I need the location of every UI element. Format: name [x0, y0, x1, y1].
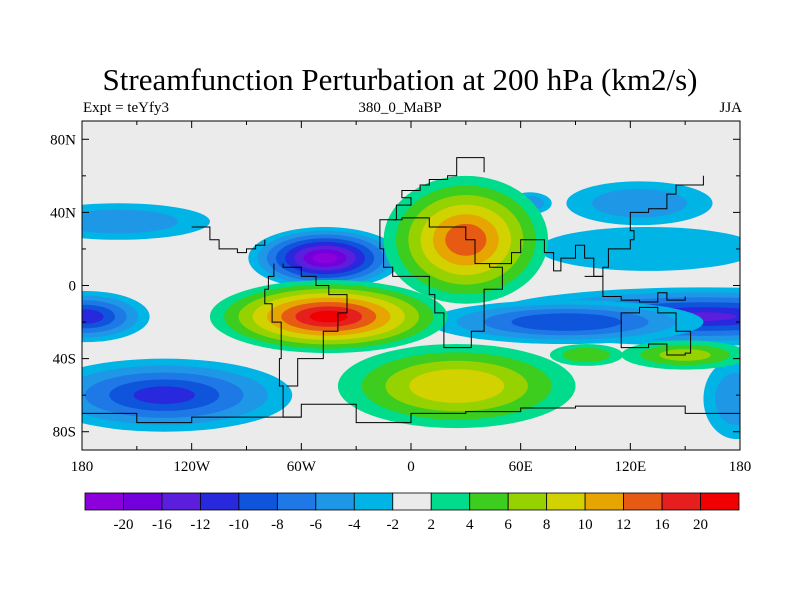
colorbar-box [700, 492, 740, 511]
y-tick-label: 80N [50, 132, 76, 148]
x-tick-label: 120W [173, 459, 211, 475]
colorbar-label: 2 [427, 517, 435, 533]
colorbar-box [161, 492, 201, 511]
coastline-0 [264, 263, 302, 418]
y-axis: 80N 40N 0 40S 80S [50, 132, 740, 441]
colorbar-label: -16 [152, 517, 172, 533]
coastline-5 [620, 306, 692, 356]
colorbar-label: -8 [271, 517, 284, 533]
colorbar-box [200, 492, 240, 511]
colorbar-label: 20 [693, 517, 708, 533]
coastline-2 [379, 217, 503, 349]
y-tick-label: 40N [50, 205, 76, 221]
colorbar: -20 -16 -12 -10 -8 -6 -4 -2 2 4 6 8 10 12 16 20 [84, 492, 740, 533]
contour-blob-2-level-8 [511, 313, 622, 331]
y-tick-label: 0 [69, 279, 77, 295]
contour-blob-14-level-4 [562, 347, 611, 363]
coastline-6 [82, 403, 740, 424]
colorbar-box [84, 492, 124, 511]
colorbar-label: -12 [190, 517, 210, 533]
season-label: JJA [719, 100, 742, 116]
colorbar-box [661, 492, 701, 511]
coastline-7 [191, 226, 266, 254]
colorbar-label: -4 [348, 517, 361, 533]
colorbar-label: 4 [466, 517, 474, 533]
contour-blob-1-level-10 [82, 309, 104, 324]
y-tick-label: 80S [53, 425, 76, 441]
colorbar-box [392, 492, 432, 511]
colorbar-label: -2 [387, 517, 400, 533]
colorbar-label: 6 [504, 517, 512, 533]
colorbar-box [507, 492, 548, 511]
coastlines [82, 157, 740, 424]
colorbar-label: -10 [229, 517, 249, 533]
coastline-1 [282, 263, 348, 387]
experiment-label: Expt = teYfy3 [83, 100, 169, 116]
colorbar-box [276, 492, 317, 511]
contour-blob-5-level-4 [591, 188, 687, 218]
chart-title: Streamfunction Perturbation at 200 hPa (… [102, 62, 698, 97]
contour-blob-4-level-2 [538, 227, 740, 271]
contour-blob-7-level-10 [133, 386, 195, 404]
colorbar-box [469, 492, 509, 511]
x-tick-label: 180 [71, 459, 94, 475]
colorbar-label: -20 [113, 517, 133, 533]
x-tick-label: 120E [614, 459, 646, 475]
colorbar-box [546, 492, 586, 511]
period-label: 380_0_MaBP [358, 100, 442, 116]
colorbar-label: 16 [655, 517, 671, 533]
colorbar-box [430, 492, 471, 511]
colorbar-box [238, 492, 278, 511]
plot-area [81, 120, 741, 451]
contour-blob-9-level-20 [312, 253, 338, 264]
colorbar-label: -6 [310, 517, 323, 533]
colorbar-box [584, 492, 624, 511]
colorbar-box [315, 492, 355, 511]
x-tick-label: 180 [729, 459, 752, 475]
x-tick-label: 60W [287, 459, 317, 475]
x-axis: 180 120W 60W 0 60E 120E 180 [71, 121, 752, 475]
colorbar-label: 8 [543, 517, 551, 533]
contour-blob-3-level-4 [82, 209, 178, 234]
coastline-8 [584, 275, 686, 303]
colorbar-label: 10 [578, 517, 593, 533]
x-tick-label: 60E [509, 459, 533, 475]
contour-blob-12-level-8 [409, 369, 505, 403]
colorbar-label: 12 [616, 517, 631, 533]
y-tick-label: 40S [53, 352, 76, 368]
colorbar-box [123, 492, 163, 511]
colorbar-box [353, 492, 394, 511]
x-tick-label: 0 [407, 459, 415, 475]
coastline-3 [392, 157, 485, 221]
colorbar-box [623, 492, 663, 511]
contour-blob-8-level-4 [714, 372, 740, 425]
